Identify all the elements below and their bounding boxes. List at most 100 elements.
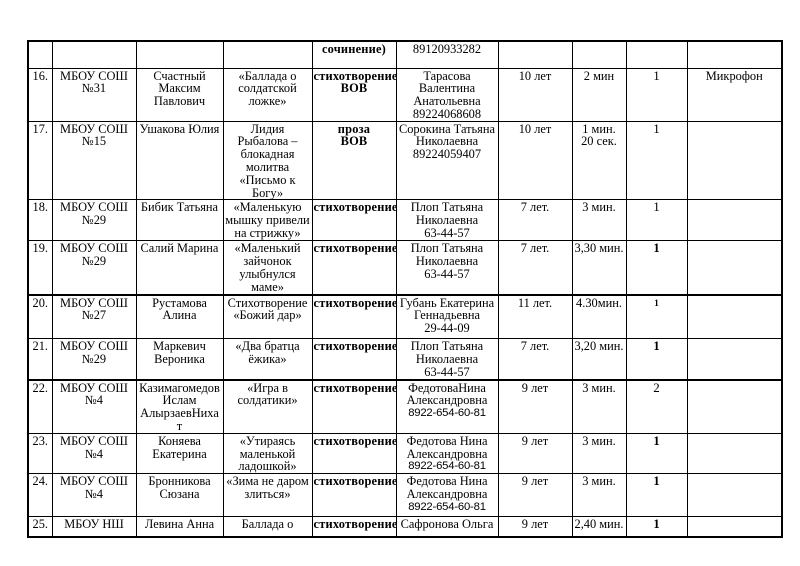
cell-duration-line: 1 мин. xyxy=(582,121,616,136)
cell-school-line: МБОУ СОШ xyxy=(60,68,128,83)
cell-teacher-line: Федотова Нина xyxy=(406,433,488,448)
cell-title-line: Баллада о xyxy=(241,517,294,532)
cell-count: 1 xyxy=(625,294,688,340)
cell-num-line: 19. xyxy=(32,241,49,256)
cell-age-line: 11 лет. xyxy=(517,295,553,310)
cell-school-line: МБОУ НШ xyxy=(64,517,124,532)
table-row: 24. МБОУ СОШ №4 Бронникова Сюзана «Зима не да… xyxy=(27,473,783,518)
cell-title: «Маленькую мышку привели на стрижку» xyxy=(222,199,313,242)
cell-teacher: 89120933282 xyxy=(395,40,499,69)
cell-student-line: Бронникова xyxy=(148,474,211,489)
cell-count-line: 1 xyxy=(653,241,660,256)
cell-teacher-line: Геннадьевна xyxy=(414,308,480,323)
cell-num-line: 25. xyxy=(32,517,49,532)
cell-title-line: Стихотворение xyxy=(227,295,308,310)
cell-num: 25. xyxy=(27,516,53,538)
cell-type-line: стихотворение xyxy=(313,241,396,256)
cell-type: стихотворение xyxy=(311,199,397,242)
cell-teacher: Федотова Нина Александровна 8922-654-60-81 xyxy=(395,432,499,475)
cell-school-line: №29 xyxy=(81,351,107,366)
cell-student-line: Казимагомедов xyxy=(139,380,220,395)
cell-title-line: блокадная xyxy=(240,147,295,162)
cell-equipment xyxy=(686,120,783,201)
cell-count: 1 xyxy=(625,432,688,475)
cell-student: Левина Анна xyxy=(135,516,224,538)
cell-age-line: 10 лет xyxy=(518,68,552,83)
cell-duration-line xyxy=(574,43,625,56)
cell-type-line: стихотворение xyxy=(313,295,396,310)
cell-count-line: 1 xyxy=(653,474,660,489)
results-table: сочинение) 89120933282 16. МБОУ СОШ №31 Счас… xyxy=(27,40,783,538)
cell-count-line: 1 xyxy=(653,68,660,83)
cell-title xyxy=(222,40,313,69)
cell-num-line: 18. xyxy=(32,200,49,215)
cell-age: 9 лет xyxy=(497,379,573,434)
cell-title-line: солдатики» xyxy=(237,393,298,408)
cell-teacher-line: 89224059407 xyxy=(412,147,482,162)
cell-equipment-line xyxy=(689,123,781,136)
cell-num: 20. xyxy=(27,294,53,340)
cell-age xyxy=(497,40,573,69)
cell-count: 1 xyxy=(625,199,688,242)
cell-type: сочинение) xyxy=(311,40,397,69)
cell-num-line: 20. xyxy=(32,295,49,310)
cell-duration: 3,30 мин. xyxy=(571,240,627,296)
cell-title: «Утираясь маленькой ладошкой» xyxy=(222,432,313,475)
cell-teacher-line: Плоп Татьяна xyxy=(410,200,484,215)
cell-count: 1 xyxy=(625,338,688,381)
cell-teacher: ФедотоваНина Александровна 8922-654-60-81 xyxy=(395,379,499,434)
cell-title-line: «Божий дар» xyxy=(233,308,302,323)
cell-student-line: Алина xyxy=(162,308,197,323)
cell-duration-line: 3,20 мин. xyxy=(574,339,624,354)
cell-count: 1 xyxy=(625,240,688,296)
cell-type: стихотворение xyxy=(311,379,397,434)
cell-student-line: Счастный xyxy=(153,68,206,83)
cell-teacher-line: Валентина xyxy=(418,81,476,96)
cell-type: стихотворение xyxy=(311,473,397,518)
cell-age: 9 лет xyxy=(497,432,573,475)
cell-student-line xyxy=(138,43,222,56)
cell-age: 9 лет xyxy=(497,473,573,518)
cell-duration-line: 3 мин. xyxy=(582,474,616,489)
cell-school-line: МБОУ СОШ xyxy=(60,474,128,489)
cell-title: «Зима не даром злиться» xyxy=(222,473,313,518)
cell-school-line: МБОУ СОШ xyxy=(60,200,128,215)
table-row: 18. МБОУ СОШ №29 Бибик Татьяна «Маленькую мыш… xyxy=(27,199,783,242)
cell-teacher-line: 89224068608 xyxy=(412,106,482,121)
cell-student-line: Павлович xyxy=(153,94,206,109)
cell-student: Ушакова Юлия xyxy=(135,120,224,201)
cell-teacher-line: 63-44-57 xyxy=(424,364,470,379)
cell-equipment-line xyxy=(689,382,781,395)
cell-type: проза ВОВ xyxy=(311,120,397,201)
cell-num-line: 23. xyxy=(32,433,49,448)
cell-school-line: №15 xyxy=(81,134,107,149)
cell-duration: 3 мин. xyxy=(571,473,627,518)
cell-teacher: Федотова Нина Александровна 8922-654-60-81 xyxy=(395,473,499,518)
cell-equipment-line xyxy=(689,435,781,448)
cell-title-line: мышку привели xyxy=(225,213,310,228)
cell-student-line: Вероника xyxy=(154,351,205,366)
cell-school-line: МБОУ СОШ xyxy=(60,380,128,395)
cell-type-line: стихотворение xyxy=(313,474,396,489)
cell-age-line: 9 лет xyxy=(521,433,549,448)
table-row: 23. МБОУ СОШ №4 Коняева Екатерина «Утираясь ма… xyxy=(27,432,783,475)
cell-teacher: Сафронова Ольга xyxy=(395,516,499,538)
cell-count-line: 1 xyxy=(653,199,660,215)
cell-title-line: на стрижку» xyxy=(234,226,301,241)
cell-count-line: 1 xyxy=(653,339,660,354)
cell-school-line xyxy=(54,43,135,56)
cell-equipment-line xyxy=(689,297,781,310)
cell-num: 21. xyxy=(27,338,53,381)
cell-num: 16. xyxy=(27,67,53,122)
cell-type: стихотворение xyxy=(311,240,397,296)
cell-equipment-line: Микрофон xyxy=(705,68,763,83)
cell-equipment xyxy=(686,338,783,381)
table-row: сочинение) 89120933282 xyxy=(27,40,783,69)
cell-num-line: 22. xyxy=(32,380,49,395)
cell-title-line: молитва xyxy=(245,160,290,175)
cell-student: Бронникова Сюзана xyxy=(135,473,224,518)
cell-teacher-line: 8922-654-60-81 xyxy=(408,407,486,420)
cell-title-line: зайчонок xyxy=(243,254,292,269)
table-row: 22. МБОУ СОШ №4 Казимагомедов Ислам АлырзаевН… xyxy=(27,379,783,434)
cell-teacher: Плоп Татьяна Николаевна 63-44-57 xyxy=(395,338,499,381)
